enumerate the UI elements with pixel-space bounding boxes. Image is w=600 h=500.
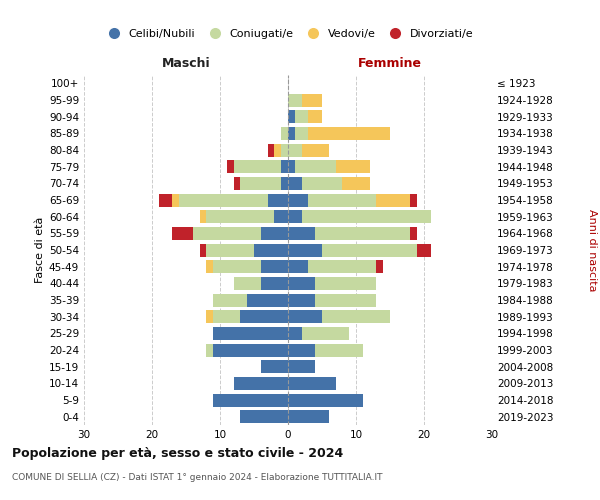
Bar — [172, 227, 193, 240]
Text: Popolazione per età, sesso e stato civile - 2024: Popolazione per età, sesso e stato civil… — [12, 448, 343, 460]
Bar — [288, 194, 308, 206]
Bar — [261, 277, 288, 290]
Bar — [281, 144, 288, 156]
Bar — [410, 194, 417, 206]
Text: Femmine: Femmine — [358, 57, 422, 70]
Bar — [206, 344, 213, 356]
Bar — [308, 194, 376, 206]
Bar — [288, 294, 315, 306]
Bar — [288, 377, 335, 390]
Bar — [308, 127, 390, 140]
Bar — [308, 260, 376, 273]
Bar — [268, 144, 274, 156]
Bar — [213, 394, 288, 406]
Bar — [288, 144, 302, 156]
Bar — [302, 210, 431, 223]
Bar — [193, 227, 261, 240]
Bar — [233, 277, 261, 290]
Bar — [302, 327, 349, 340]
Bar — [288, 210, 302, 223]
Bar — [288, 160, 295, 173]
Bar — [254, 244, 288, 256]
Legend: Celibi/Nubili, Coniugati/e, Vedovi/e, Divorziati/e: Celibi/Nubili, Coniugati/e, Vedovi/e, Di… — [98, 24, 478, 44]
Bar — [233, 160, 281, 173]
Bar — [288, 310, 322, 323]
Bar — [288, 227, 315, 240]
Bar — [241, 310, 288, 323]
Bar — [302, 144, 329, 156]
Bar — [302, 177, 343, 190]
Y-axis label: Fasce di età: Fasce di età — [35, 217, 45, 283]
Bar — [288, 260, 308, 273]
Bar — [200, 210, 206, 223]
Text: COMUNE DI SELLIA (CZ) - Dati ISTAT 1° gennaio 2024 - Elaborazione TUTTITALIA.IT: COMUNE DI SELLIA (CZ) - Dati ISTAT 1° ge… — [12, 472, 383, 482]
Bar — [288, 127, 295, 140]
Bar — [241, 177, 281, 190]
Bar — [172, 194, 179, 206]
Bar — [315, 294, 376, 306]
Bar — [295, 110, 308, 123]
Bar — [343, 177, 370, 190]
Bar — [274, 210, 288, 223]
Bar — [206, 210, 274, 223]
Bar — [233, 377, 288, 390]
Bar — [288, 344, 315, 356]
Bar — [295, 160, 335, 173]
Bar — [376, 194, 410, 206]
Bar — [322, 310, 390, 323]
Bar — [213, 310, 241, 323]
Bar — [308, 110, 322, 123]
Bar — [376, 260, 383, 273]
Bar — [241, 410, 288, 423]
Bar — [206, 260, 213, 273]
Bar — [288, 394, 363, 406]
Bar — [288, 94, 302, 106]
Bar — [268, 194, 288, 206]
Bar — [281, 160, 288, 173]
Bar — [288, 244, 322, 256]
Bar — [179, 194, 268, 206]
Bar — [261, 260, 288, 273]
Bar — [159, 194, 172, 206]
Bar — [200, 244, 206, 256]
Bar — [247, 294, 288, 306]
Bar — [274, 144, 281, 156]
Bar — [288, 327, 302, 340]
Bar — [227, 160, 233, 173]
Bar — [206, 310, 213, 323]
Bar — [213, 294, 247, 306]
Bar — [295, 127, 308, 140]
Bar — [281, 127, 288, 140]
Bar — [213, 327, 288, 340]
Bar — [233, 177, 241, 190]
Bar — [261, 227, 288, 240]
Bar — [213, 260, 261, 273]
Bar — [410, 227, 417, 240]
Text: Maschi: Maschi — [161, 57, 211, 70]
Bar — [417, 244, 431, 256]
Bar — [288, 277, 315, 290]
Bar — [302, 94, 322, 106]
Text: Anni di nascita: Anni di nascita — [587, 209, 597, 291]
Bar — [315, 344, 363, 356]
Bar — [335, 160, 370, 173]
Bar — [281, 177, 288, 190]
Bar — [322, 244, 417, 256]
Bar — [288, 110, 295, 123]
Bar — [315, 227, 410, 240]
Bar — [288, 360, 315, 373]
Bar — [206, 244, 254, 256]
Bar — [213, 344, 288, 356]
Bar — [261, 360, 288, 373]
Bar — [315, 277, 376, 290]
Bar — [288, 177, 302, 190]
Bar — [288, 410, 329, 423]
